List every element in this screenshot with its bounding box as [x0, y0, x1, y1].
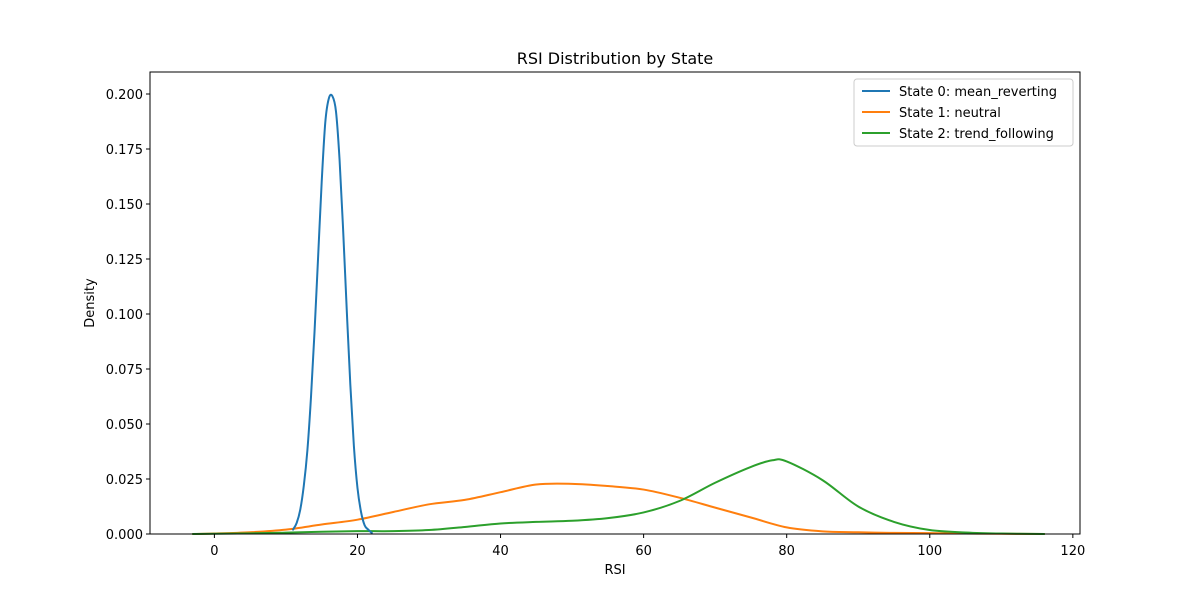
x-tick-label: 0: [210, 544, 218, 559]
plot-frame: [149, 71, 1081, 535]
y-tick-label: 0.175: [106, 143, 143, 158]
series-line-state-2: [191, 458, 1046, 535]
y-axis-label: Density: [83, 278, 98, 328]
y-axis: 0.000 0.025 0.050 0.075 0.100 0.125 0.150 0.175…: [106, 88, 150, 543]
chart-title: RSI Distribution by State: [517, 49, 714, 68]
x-tick-label: 40: [492, 544, 509, 559]
x-tick-label: 100: [917, 544, 942, 559]
x-tick-label: 80: [778, 544, 795, 559]
y-tick-label: 0.100: [106, 308, 143, 323]
y-tick-label: 0.075: [106, 363, 143, 378]
y-tick-label: 0.150: [106, 198, 143, 213]
legend-label-state-2: State 2: trend_following: [899, 127, 1054, 142]
x-axis: 0 20 40 60 80 100 120: [210, 534, 1085, 559]
series-line-state-0: [292, 93, 373, 534]
x-axis-label: RSI: [604, 563, 625, 578]
x-tick-label: 20: [349, 544, 366, 559]
legend-label-state-0: State 0: mean_reverting: [899, 85, 1057, 100]
x-tick-label: 60: [635, 544, 652, 559]
x-tick-label: 120: [1060, 544, 1085, 559]
y-tick-label: 0.000: [106, 528, 143, 543]
legend-box: [853, 78, 1074, 147]
y-tick-label: 0.125: [106, 253, 143, 268]
series-layer: [191, 93, 1046, 535]
legend: State 0: mean_reverting State 1: neutral S…: [853, 78, 1074, 147]
y-tick-label: 0.025: [106, 473, 143, 488]
plot-area: [150, 72, 1080, 534]
series-line-state-1: [191, 482, 1046, 535]
y-tick-label: 0.050: [106, 418, 143, 433]
y-tick-label: 0.200: [106, 88, 143, 103]
legend-label-state-1: State 1: neutral: [899, 106, 1001, 121]
